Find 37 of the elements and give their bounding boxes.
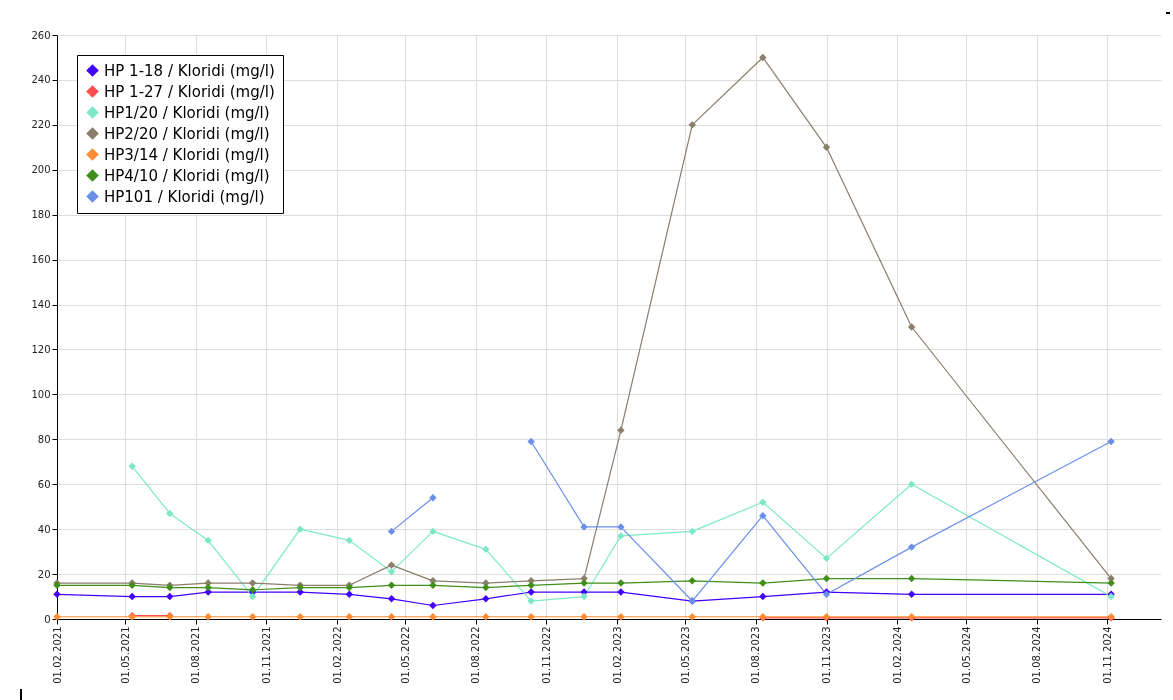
x-tick-label: 01.08.2022 — [470, 626, 482, 684]
y-tick-label: 60 — [37, 478, 51, 490]
legend-label: HP101 / Kloridi (mg/l) — [104, 187, 265, 206]
x-tick-label: 01.11.2022 — [540, 626, 552, 684]
legend-label: HP4/10 / Kloridi (mg/l) — [104, 166, 270, 185]
y-tick-label: 20 — [37, 568, 51, 580]
x-tick-label: 01.05.2021 — [119, 626, 131, 684]
y-tick-label: 100 — [31, 388, 51, 400]
y-tick-label: 0 — [44, 613, 51, 625]
legend-label: HP 1-27 / Kloridi (mg/l) — [104, 82, 275, 101]
x-tick-label: 01.02.2022 — [331, 626, 343, 684]
x-tick-label: 01.08.2021 — [190, 626, 202, 684]
x-tick-label: 01.05.2022 — [399, 626, 411, 684]
legend-label: HP2/20 / Kloridi (mg/l) — [104, 124, 270, 143]
x-tick-label: 01.05.2024 — [960, 626, 972, 684]
x-tick-label: 01.08.2024 — [1031, 626, 1043, 684]
x-tick-label: 01.02.2024 — [891, 626, 903, 684]
x-tick-label: 01.02.2021 — [51, 626, 63, 684]
x-tick-label: 01.08.2023 — [750, 626, 762, 684]
y-tick-label: 180 — [31, 209, 51, 221]
legend-label: HP1/20 / Kloridi (mg/l) — [104, 103, 270, 122]
y-tick-label: 220 — [31, 119, 51, 131]
y-tick-label: 200 — [31, 164, 51, 176]
y-tick-label: 140 — [31, 299, 51, 311]
y-tick-label: 260 — [31, 29, 51, 41]
x-tick-label: 01.02.2023 — [611, 626, 623, 684]
legend-label: HP 1-18 / Kloridi (mg/l) — [104, 61, 275, 80]
y-tick-label: 160 — [31, 254, 51, 266]
y-tick-label: 120 — [31, 343, 51, 355]
y-tick-label: 80 — [37, 433, 51, 445]
x-tick-label: 01.11.2023 — [821, 626, 832, 684]
y-tick-label: 40 — [37, 523, 51, 535]
legend-label: HP3/14 / Kloridi (mg/l) — [104, 145, 270, 164]
x-tick-label: 01.11.2024 — [1101, 626, 1113, 684]
y-tick-label: 240 — [31, 74, 51, 86]
x-tick-label: 01.11.2021 — [260, 626, 272, 684]
x-tick-label: 01.05.2023 — [679, 626, 691, 684]
